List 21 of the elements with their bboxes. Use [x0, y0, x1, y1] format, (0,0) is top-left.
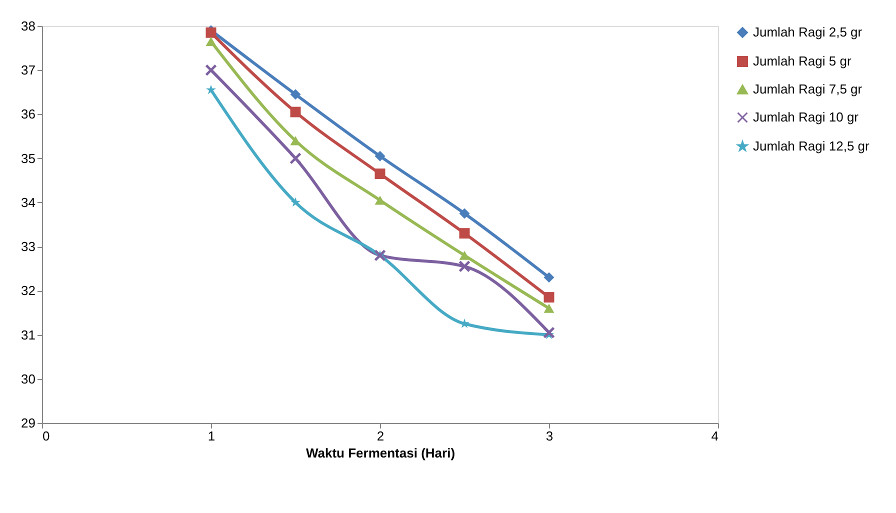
legend-label: Jumlah Ragi 10 gr [753, 110, 860, 124]
legend-label: Jumlah Ragi 5 gr [753, 54, 852, 68]
x-tick-label: 2 [376, 428, 384, 444]
y-tick-label: 37 [21, 62, 36, 78]
x-tick-label: 1 [208, 428, 216, 444]
legend-label: Jumlah Ragi 12,5 gr [753, 138, 870, 154]
y-tick-label: 32 [21, 283, 36, 298]
x-tick-label: 0 [42, 428, 50, 444]
x-tick-label: 3 [546, 428, 554, 444]
y-tick-label: 30 [21, 371, 36, 386]
x-tick-label: 4 [711, 428, 718, 444]
y-tick-label: 33 [21, 239, 36, 254]
y-tick-label: 34 [21, 194, 36, 210]
y-tick-label: 35 [21, 150, 36, 166]
y-tick-label: 38 [21, 18, 36, 34]
legend-label: Jumlah Ragi 2,5 gr [753, 24, 863, 40]
y-tick-label: 29 [21, 416, 36, 430]
x-axis-title: Waktu Fermentasi (Hari) [306, 446, 456, 460]
y-tick-label: 36 [21, 106, 36, 122]
y-tick-label: 31 [21, 327, 36, 342]
legend-label: Jumlah Ragi 7,5 gr [753, 82, 863, 96]
